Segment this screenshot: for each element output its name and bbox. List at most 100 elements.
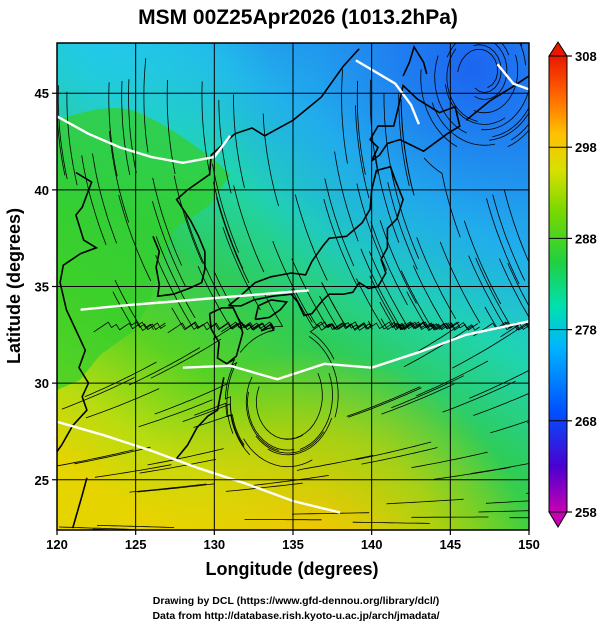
streamline <box>57 81 66 176</box>
credit-data: Data from http://database.rish.kyoto-u.a… <box>152 610 439 622</box>
streamline <box>66 91 78 186</box>
streamline <box>194 402 245 446</box>
coastline <box>175 377 225 460</box>
streamline <box>193 414 251 456</box>
streamline <box>324 178 355 267</box>
coastline <box>71 477 88 529</box>
streamline <box>473 392 529 416</box>
streamline <box>499 258 529 318</box>
y-tick-label: 35 <box>35 280 49 295</box>
x-axis-ticks: 120 125 130 135 140 145 150 <box>46 530 540 552</box>
streamline <box>171 307 229 331</box>
streamline <box>233 185 265 273</box>
streamline <box>520 43 523 47</box>
streamline <box>356 278 406 331</box>
credit-drawing: Drawing by DCL (https://www.gfd-dennou.o… <box>153 595 439 607</box>
streamline <box>471 463 529 474</box>
streamline <box>233 94 245 188</box>
streamline <box>507 263 529 307</box>
streamline <box>262 113 279 207</box>
streamline <box>267 417 333 456</box>
x-tick-label: 150 <box>518 537 540 552</box>
streamline <box>334 151 359 242</box>
streamline <box>468 255 513 331</box>
streamline <box>490 420 529 434</box>
streamline <box>367 320 427 331</box>
streamline <box>128 79 137 174</box>
streamline <box>361 447 438 465</box>
streamline <box>431 102 495 146</box>
streamline <box>463 220 502 305</box>
streamline <box>387 182 418 270</box>
streamline <box>284 373 323 440</box>
streamline <box>173 175 203 264</box>
colorbar-tick-label: 288 <box>575 231 597 246</box>
streamline <box>423 157 461 238</box>
map-plot-area <box>57 43 529 530</box>
streamline <box>272 241 313 323</box>
coastline <box>465 75 529 121</box>
streamline <box>308 336 339 418</box>
streamline <box>489 112 529 141</box>
streamline <box>225 482 303 492</box>
streamline <box>243 438 313 468</box>
streamline <box>114 279 166 332</box>
streamline <box>118 194 152 282</box>
streamline <box>121 80 131 175</box>
streamline <box>154 383 228 415</box>
streamline <box>370 221 408 306</box>
y-tick-label: 25 <box>35 473 49 488</box>
streamline <box>381 383 455 415</box>
y-tick-label: 40 <box>35 183 49 198</box>
streamline <box>360 248 402 330</box>
streamline <box>478 510 529 513</box>
streamline <box>398 321 460 331</box>
streamline <box>442 380 516 413</box>
x-tick-label: 125 <box>125 537 147 552</box>
isotherm-contour <box>182 320 529 381</box>
colorbar-bottom-arrow <box>548 511 568 528</box>
streamline <box>413 265 460 331</box>
streamline <box>294 194 328 281</box>
x-tick-label: 130 <box>203 537 225 552</box>
streamline <box>398 92 410 187</box>
streamline <box>58 526 137 530</box>
streamline <box>485 500 529 504</box>
x-tick-label: 140 <box>361 537 383 552</box>
streamline <box>346 386 421 417</box>
streamline <box>94 464 172 478</box>
streamline <box>355 105 370 199</box>
streamline <box>369 251 413 327</box>
isotherm-contour <box>496 63 529 91</box>
streamline <box>143 58 149 153</box>
streamline <box>356 80 366 175</box>
streamline <box>347 387 422 418</box>
streamline <box>166 79 176 174</box>
streamline <box>457 49 498 88</box>
streamline <box>445 84 506 125</box>
streamline <box>473 54 519 114</box>
colorbar-top-arrow <box>548 41 568 57</box>
streamline <box>109 131 130 223</box>
streamline <box>247 391 295 451</box>
streamline <box>469 369 529 399</box>
streamline <box>57 449 134 467</box>
streamline <box>299 373 333 450</box>
streamline <box>167 321 230 334</box>
streamline <box>486 198 520 285</box>
streamline <box>446 43 510 58</box>
colorbar-tick-label: 268 <box>575 414 597 429</box>
streamline <box>128 347 201 386</box>
streamline <box>152 177 182 266</box>
streamline <box>416 237 457 320</box>
streamline <box>182 403 238 437</box>
streamline <box>439 241 481 324</box>
streamline <box>138 399 213 428</box>
streamline <box>155 236 196 319</box>
streamline <box>92 153 117 244</box>
x-tick-label: 135 <box>282 537 304 552</box>
streamline <box>260 292 284 332</box>
streamline <box>400 99 414 193</box>
streamline <box>481 88 529 131</box>
